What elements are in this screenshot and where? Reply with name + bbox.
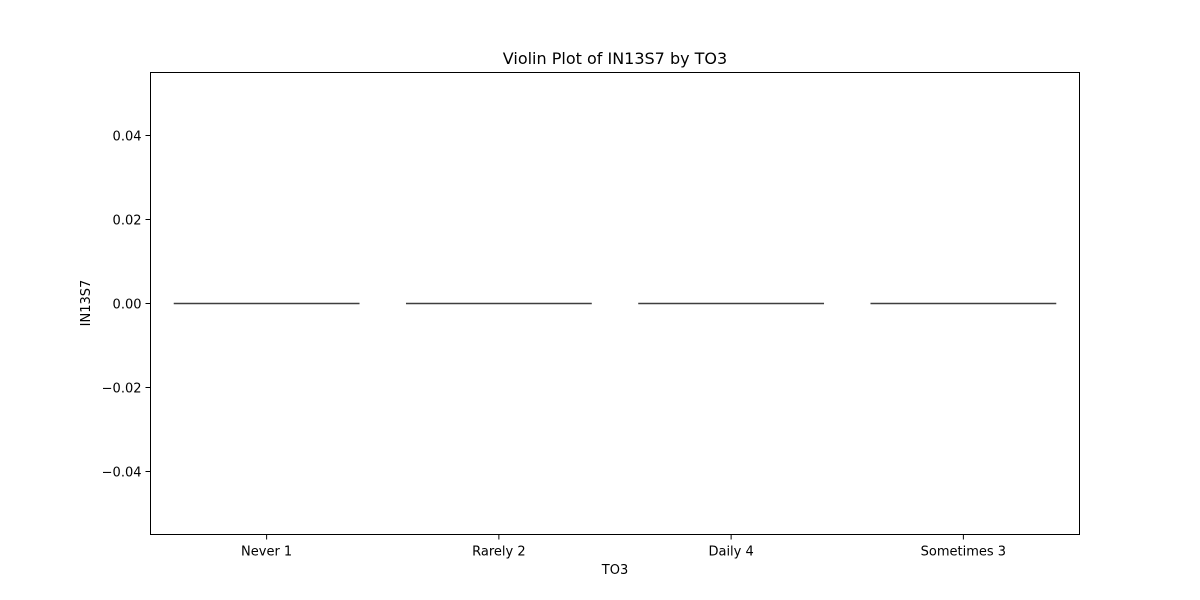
y-tick-label: 0.02 bbox=[113, 214, 142, 229]
y-tick-label: −0.04 bbox=[102, 466, 142, 481]
x-tick-label: Never 1 bbox=[241, 545, 292, 560]
x-tick-label: Daily 4 bbox=[708, 545, 753, 560]
y-tick-label: 0.04 bbox=[113, 130, 142, 145]
x-axis-label: TO3 bbox=[601, 563, 628, 578]
y-axis: 0.04 0.02 0.00 −0.02 −0.04 bbox=[102, 130, 151, 481]
chart-title: Violin Plot of IN13S7 by TO3 bbox=[503, 49, 727, 68]
y-tick-label: 0.00 bbox=[113, 298, 142, 313]
x-tick-label: Sometimes 3 bbox=[921, 545, 1006, 560]
x-tick-label: Rarely 2 bbox=[472, 545, 525, 560]
x-axis: Never 1 Rarely 2 Daily 4 Sometimes 3 bbox=[241, 534, 1006, 560]
y-axis-label: IN13S7 bbox=[79, 280, 94, 327]
y-tick-label: −0.02 bbox=[102, 382, 142, 397]
